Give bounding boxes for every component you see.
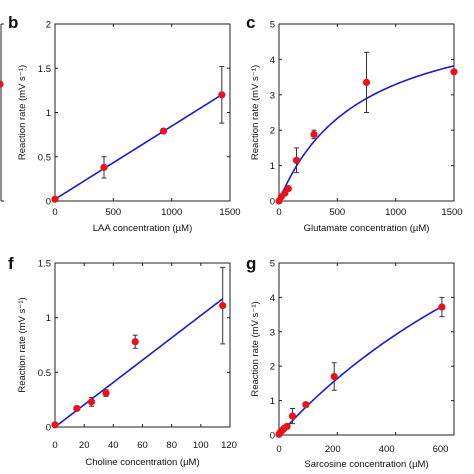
x-tick-group: 0 500 1000 1500 [52, 207, 240, 218]
data-point [292, 156, 301, 164]
x-tick-label: 200 [325, 444, 341, 455]
x-tick-label: 0 [52, 440, 57, 451]
plot-marks [275, 23, 458, 205]
panel-label: b [8, 13, 18, 32]
data-point [310, 130, 318, 139]
y-tick-label: 0 [270, 197, 275, 208]
plot-marks [51, 262, 231, 429]
panel-g: g Reaction rate (mV s⁻¹) Sarcosine conce… [246, 254, 455, 470]
x-tick-label: 600 [433, 444, 449, 455]
y-axis-title: Reaction rate (mV s⁻¹) [250, 65, 261, 160]
panel-f: f Reaction rate (mV s⁻¹) Choline concent… [8, 254, 237, 468]
y-tick-label: 0.5 [38, 368, 51, 379]
x-tick-group: 0 20 40 60 80 100 120 [52, 440, 237, 451]
panel-c: c Reaction rate (mV s⁻¹) Glutamate conce… [246, 13, 463, 234]
data-point [283, 422, 291, 430]
data-point [330, 372, 338, 381]
y-tick-group: 0 0.5 1 1.5 2 [38, 20, 51, 208]
panel-label: f [8, 254, 14, 273]
plot-frame [54, 262, 231, 428]
y-tick-label: 5 [270, 20, 275, 31]
y-tick-label: 1 [46, 108, 51, 119]
panel-a-data-point [0, 80, 4, 88]
x-tick-label: 20 [79, 440, 90, 451]
x-tick-label: 80 [166, 440, 177, 451]
y-tick-group: 0 0.5 1 1.5 [38, 259, 51, 434]
y-tick-label: 1.5 [38, 64, 51, 75]
data-point [87, 398, 96, 406]
y-tick-label: 1 [46, 313, 51, 324]
y-tick-label: 4 [270, 55, 275, 66]
plot-frame [278, 262, 455, 436]
x-tick-group: 0 500 1000 1500 [276, 207, 462, 218]
y-tick-label: 3 [270, 90, 275, 101]
x-tick-label: 1000 [161, 207, 182, 218]
plot-frame [54, 23, 231, 202]
data-point [102, 389, 110, 397]
x-tick-label: 100 [193, 440, 209, 451]
y-axis-title: Reaction rate (mV s⁻¹) [17, 297, 28, 392]
x-axis-title: Glutamate concentration (µM) [304, 223, 430, 234]
panel-label: c [246, 13, 255, 32]
y-tick-label: 0 [270, 431, 275, 442]
y-tick-label: 1.5 [38, 259, 51, 270]
panel-a-partial [0, 23, 4, 202]
data-point [362, 78, 371, 87]
fit-curve [54, 94, 223, 200]
y-tick-label: 4 [270, 293, 275, 304]
x-axis-title: LAA concentration (µM) [93, 223, 192, 234]
x-tick-label: 0 [52, 207, 57, 218]
y-axis-title: Reaction rate (mV s⁻¹) [17, 65, 28, 160]
data-point [51, 195, 59, 203]
x-tick-label: 500 [105, 207, 121, 218]
y-tick-group: 0 1 2 3 4 5 [270, 20, 275, 208]
x-tick-group: 0 200 400 600 [276, 444, 448, 455]
data-point [218, 91, 226, 99]
x-tick-label: 60 [137, 440, 148, 451]
y-tick-label: 0 [46, 197, 51, 208]
fit-curve [54, 298, 224, 428]
x-tick-label: 1500 [219, 207, 240, 218]
data-point [51, 421, 59, 429]
x-axis-title: Choline concentration (µM) [85, 457, 199, 468]
data-point [438, 303, 446, 311]
data-point [288, 412, 297, 420]
y-axis-title: Reaction rate (mV s⁻¹) [250, 301, 261, 396]
x-tick-label: 1000 [385, 207, 406, 218]
data-point [100, 163, 108, 171]
y-tick-label: 1 [270, 161, 275, 172]
x-tick-label: 40 [108, 440, 119, 451]
data-point [450, 68, 458, 76]
x-tick-label: 120 [221, 440, 237, 451]
plot-frame [278, 23, 455, 202]
y-tick-label: 0 [46, 423, 51, 434]
y-tick-label: 1 [270, 396, 275, 407]
panel-label: g [246, 254, 256, 273]
y-tick-label: 2 [270, 362, 275, 373]
data-point [219, 302, 227, 310]
data-point [284, 185, 292, 193]
x-axis-title: Sarcosine concentration (µM) [304, 459, 428, 470]
y-tick-label: 3 [270, 327, 275, 338]
x-tick-label: 500 [329, 207, 345, 218]
x-tick-label: 0 [276, 444, 281, 455]
plot-marks [51, 23, 231, 203]
plot-marks [275, 262, 455, 438]
x-tick-label: 1500 [441, 207, 462, 218]
y-tick-label: 0.5 [38, 152, 51, 163]
y-tick-label: 2 [270, 126, 275, 137]
y-tick-label: 2 [46, 20, 51, 31]
data-point [73, 404, 81, 413]
data-point [302, 401, 310, 409]
y-tick-label: 5 [270, 259, 275, 270]
y-tick-group: 0 1 2 3 4 5 [270, 259, 275, 442]
x-tick-label: 0 [276, 207, 281, 218]
fit-curve [278, 305, 443, 436]
x-tick-label: 400 [379, 444, 395, 455]
data-point [131, 338, 139, 346]
panel-b: b Reaction rate (mV s⁻¹) LAA concentrati… [8, 13, 241, 234]
data-point [159, 127, 168, 135]
